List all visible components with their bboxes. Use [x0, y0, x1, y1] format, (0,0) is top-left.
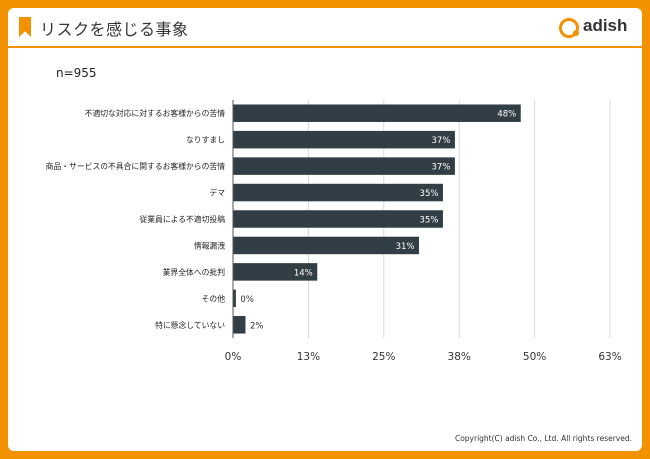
category-label: 業界全体への批判 — [163, 267, 226, 277]
category-label: 従業員による不適切投稿 — [139, 214, 225, 224]
value-label: 48% — [497, 110, 516, 120]
copyright-text: Copyright(C) adish Co., Ltd. All rights … — [454, 434, 632, 443]
bar — [233, 316, 246, 334]
value-label: 37% — [432, 163, 451, 173]
category-label: デマ — [209, 188, 225, 198]
bar — [233, 289, 236, 308]
bar — [233, 210, 443, 228]
value-label: 0% — [240, 295, 254, 305]
value-label: 35% — [420, 189, 439, 199]
category-label: 特に懸念していない — [155, 320, 225, 330]
x-tick-label: 63% — [598, 351, 621, 363]
bar — [233, 104, 521, 122]
bar — [233, 157, 455, 175]
x-tick-label: 0% — [225, 351, 242, 363]
category-label: その他 — [202, 293, 226, 303]
value-label: 31% — [396, 242, 415, 252]
category-label: 不適切な対応に対するお客様からの苦情 — [85, 108, 226, 118]
value-label: 37% — [432, 136, 451, 146]
category-label: 商品・サービスの不具合に関するお客様からの苦情 — [46, 161, 226, 171]
bookmark-icon — [19, 17, 31, 37]
category-label: 情報漏洩 — [194, 240, 225, 250]
logo-ring-icon — [559, 18, 579, 38]
page-title: リスクを感じる事象 — [40, 20, 189, 39]
bar — [233, 236, 420, 255]
value-label: 14% — [294, 268, 313, 278]
header-divider — [8, 46, 642, 48]
sample-size-label: n=955 — [56, 66, 97, 80]
chart-card: リスクを感じる事象 adish n=955 0% 13% 25% 38% 50% 63% 不… — [8, 8, 642, 451]
logo-dot-icon — [573, 30, 579, 36]
category-label: なりすまし — [186, 136, 225, 145]
value-label: 2% — [250, 321, 264, 331]
value-label: 35% — [420, 216, 439, 226]
bar — [233, 130, 455, 149]
logo-text: adish — [583, 16, 628, 35]
bar — [233, 263, 318, 281]
x-tick-label: 50% — [523, 351, 546, 363]
x-tick-label: 25% — [372, 351, 395, 363]
x-tick-label: 38% — [448, 351, 471, 363]
bar-chart: 0% 13% 25% 38% 50% 63% 不適切な対応に対するお客様からの苦情 48% なり… — [46, 100, 622, 363]
x-tick-label: 13% — [297, 351, 320, 363]
bar — [233, 183, 443, 202]
